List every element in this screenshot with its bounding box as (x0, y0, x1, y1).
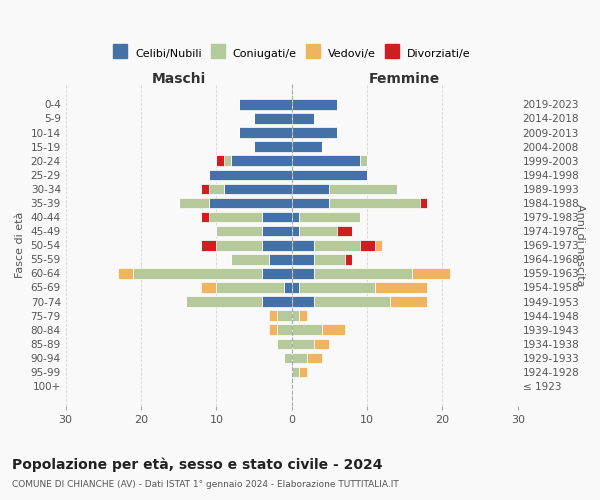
Bar (292, 212, 299, 222)
Bar (314, 338, 329, 349)
Bar (329, 184, 397, 194)
Bar (292, 310, 299, 321)
Bar (262, 240, 292, 250)
Bar (292, 184, 329, 194)
Bar (239, 128, 292, 138)
Bar (292, 338, 314, 349)
Bar (254, 142, 292, 152)
Bar (186, 296, 262, 307)
Bar (269, 254, 292, 264)
Bar (292, 324, 322, 335)
Bar (337, 226, 352, 236)
Bar (322, 324, 344, 335)
Bar (292, 170, 367, 180)
Bar (344, 254, 352, 264)
Bar (292, 226, 299, 236)
Bar (292, 142, 322, 152)
Bar (284, 352, 292, 363)
Bar (202, 212, 209, 222)
Bar (239, 99, 292, 110)
Bar (254, 113, 292, 124)
Bar (292, 156, 359, 166)
Bar (118, 268, 133, 278)
Bar (262, 226, 292, 236)
Bar (284, 282, 292, 293)
Text: Femmine: Femmine (369, 72, 440, 86)
Bar (292, 198, 329, 208)
Bar (277, 338, 292, 349)
Bar (269, 310, 277, 321)
Bar (292, 268, 314, 278)
Bar (217, 282, 284, 293)
Bar (202, 282, 217, 293)
Bar (390, 296, 427, 307)
Bar (224, 156, 232, 166)
Bar (262, 212, 292, 222)
Bar (420, 198, 427, 208)
Bar (209, 184, 224, 194)
Bar (292, 282, 299, 293)
Text: COMUNE DI CHIANCHE (AV) - Dati ISTAT 1° gennaio 2024 - Elaborazione TUTTITALIA.I: COMUNE DI CHIANCHE (AV) - Dati ISTAT 1° … (12, 480, 399, 489)
Bar (262, 268, 292, 278)
Bar (299, 282, 374, 293)
Bar (217, 226, 262, 236)
Bar (202, 240, 217, 250)
Bar (232, 156, 292, 166)
Bar (179, 198, 209, 208)
Bar (133, 268, 262, 278)
Bar (217, 240, 262, 250)
Bar (277, 310, 292, 321)
Y-axis label: Fasce di età: Fasce di età (15, 212, 25, 278)
Bar (314, 268, 412, 278)
Bar (269, 324, 277, 335)
Bar (412, 268, 450, 278)
Bar (314, 240, 359, 250)
Legend: Celibi/Nubili, Coniugati/e, Vedovi/e, Divorziati/e: Celibi/Nubili, Coniugati/e, Vedovi/e, Di… (113, 48, 470, 59)
Bar (307, 352, 322, 363)
Bar (292, 366, 299, 378)
Bar (292, 128, 337, 138)
Bar (374, 282, 427, 293)
Bar (292, 296, 314, 307)
Bar (209, 198, 292, 208)
Bar (224, 184, 292, 194)
Bar (292, 113, 314, 124)
Bar (359, 240, 374, 250)
Text: Maschi: Maschi (152, 72, 206, 86)
Bar (217, 156, 224, 166)
Bar (292, 99, 337, 110)
Bar (329, 198, 420, 208)
Bar (299, 212, 359, 222)
Bar (262, 296, 292, 307)
Bar (209, 212, 262, 222)
Bar (359, 156, 367, 166)
Bar (299, 310, 307, 321)
Bar (374, 240, 382, 250)
Bar (314, 296, 390, 307)
Bar (292, 254, 314, 264)
Bar (299, 226, 337, 236)
Bar (292, 240, 314, 250)
Bar (202, 184, 209, 194)
Bar (292, 352, 307, 363)
Bar (209, 170, 292, 180)
Bar (277, 324, 292, 335)
Text: Popolazione per età, sesso e stato civile - 2024: Popolazione per età, sesso e stato civil… (12, 458, 383, 472)
Bar (232, 254, 269, 264)
Y-axis label: Anni di nascita: Anni di nascita (575, 204, 585, 286)
Bar (314, 254, 344, 264)
Bar (299, 366, 307, 378)
